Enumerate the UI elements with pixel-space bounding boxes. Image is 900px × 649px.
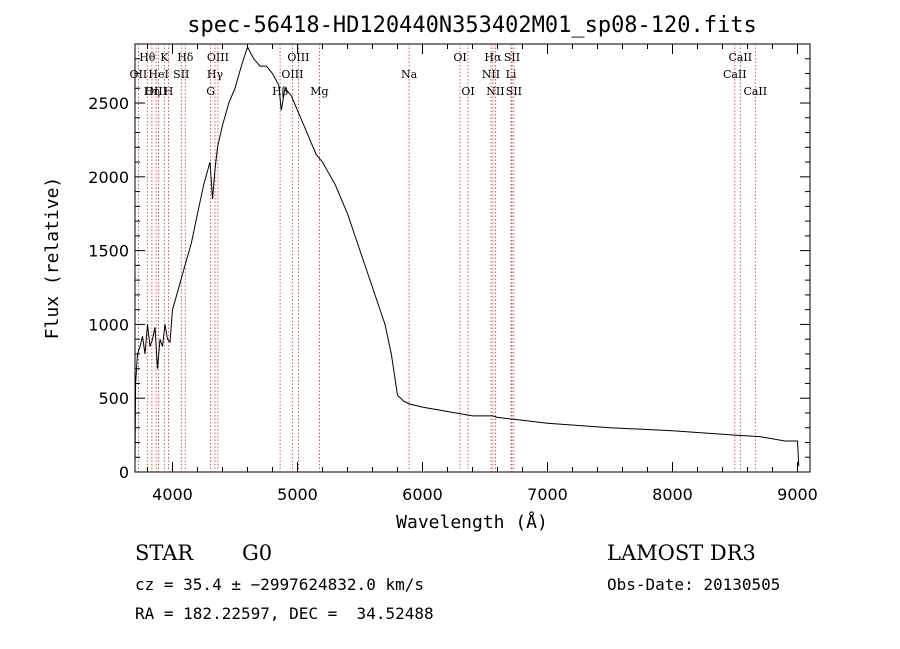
y-tick-label: 0 bbox=[119, 463, 129, 482]
spectral-line-label: Li bbox=[506, 68, 517, 81]
spectral-line-label: H bbox=[164, 85, 174, 98]
object-class: STAR bbox=[135, 541, 194, 565]
spectral-line-label: OII bbox=[130, 68, 148, 81]
redshift-text: cz = 35.4 ± −2997624832.0 km/s bbox=[135, 575, 424, 594]
survey-label: LAMOST DR3 bbox=[607, 541, 756, 565]
spectral-line-label: OIII bbox=[145, 85, 167, 98]
chart-title: spec-56418-HD120440N353402M01_sp08-120.f… bbox=[187, 13, 757, 38]
spectral-line-label: OIII bbox=[287, 51, 309, 64]
x-tick-label: 8000 bbox=[652, 485, 693, 504]
x-tick-label: 5000 bbox=[277, 485, 318, 504]
spectral-line-label: Mg bbox=[310, 85, 328, 98]
y-tick-label: 1500 bbox=[88, 242, 129, 261]
spectral-line-label: Hγ bbox=[207, 68, 224, 81]
spectral-line-label: SII bbox=[173, 68, 189, 81]
y-axis-label: Flux (relative) bbox=[42, 177, 63, 340]
y-tick-label: 1000 bbox=[88, 315, 129, 334]
x-axis-label: Wavelength (Å) bbox=[396, 511, 548, 533]
x-axis: 4000 5000 6000 7000 8000 9000 bbox=[147, 44, 818, 504]
obs-date-text: Obs-Date: 20130505 bbox=[607, 575, 780, 594]
spectral-line-label: Hη bbox=[144, 85, 160, 98]
spectral-line-label: Hα bbox=[484, 51, 502, 64]
spectral-line-label: Hθ bbox=[139, 51, 156, 64]
y-tick-label: 2500 bbox=[88, 94, 129, 113]
spectral-line-label: NII bbox=[486, 85, 504, 98]
spectral-line-label: OI bbox=[453, 51, 466, 64]
plot-frame bbox=[134, 43, 811, 473]
spectral-line-label: Hδ bbox=[177, 51, 194, 64]
coords-text: RA = 182.22597, DEC = 34.52488 bbox=[135, 604, 434, 623]
spectral-line-label: K bbox=[160, 51, 169, 64]
spectral-line-label: HeI bbox=[148, 68, 168, 81]
spectral-line-label: CaII bbox=[743, 85, 767, 98]
spectrum-series-line bbox=[134, 45, 800, 467]
y-tick-label: 500 bbox=[98, 389, 129, 408]
x-tick-label: 7000 bbox=[527, 485, 568, 504]
x-tick-label: 6000 bbox=[402, 485, 443, 504]
spectral-line-label: OIII bbox=[281, 68, 303, 81]
spectral-line-label: OI bbox=[461, 85, 474, 98]
spectral-line-label: SII bbox=[506, 85, 522, 98]
y-tick-label: 2000 bbox=[88, 168, 129, 187]
spectral-line-label: SII bbox=[504, 51, 520, 64]
spectral-line-markers: HθOIIOIIIHηHeIKHSIIHδGOIIIHγHβOIIIOIIIMg… bbox=[130, 44, 767, 472]
spectral-line-label: NII bbox=[482, 68, 500, 81]
spectral-line-label: G bbox=[206, 85, 215, 98]
object-subclass: G0 bbox=[242, 541, 272, 565]
spectral-line-label: CaII bbox=[723, 68, 747, 81]
spectral-line-label: Na bbox=[401, 68, 418, 81]
spectral-line-label: CaII bbox=[728, 51, 752, 64]
x-tick-label: 4000 bbox=[152, 485, 193, 504]
spectral-line-label: OIII bbox=[207, 51, 229, 64]
y-axis: 0 500 1000 1500 2000 2500 bbox=[88, 58, 810, 482]
x-tick-label: 9000 bbox=[777, 485, 818, 504]
